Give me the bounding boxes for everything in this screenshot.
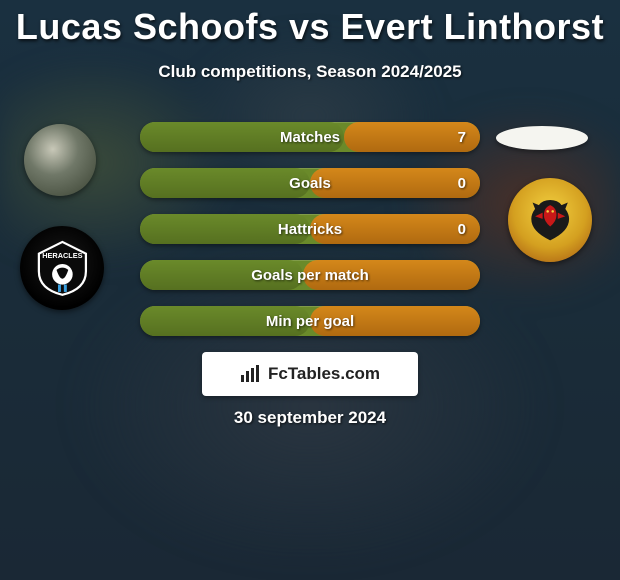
svg-text:HERACLES: HERACLES	[42, 251, 82, 260]
stat-right-value: 0	[458, 175, 466, 192]
stat-label: Goals	[289, 175, 331, 192]
stat-label: Hattricks	[278, 221, 342, 238]
stat-left-fill	[140, 168, 310, 198]
stat-label: Goals per match	[251, 267, 369, 284]
stat-row-min-per-goal: Min per goal	[140, 306, 480, 336]
stat-row-goals: Goals 0	[140, 168, 480, 198]
chart-bars-icon	[240, 365, 262, 383]
heracles-crest-icon: HERACLES	[33, 239, 92, 298]
stat-row-matches: Matches 7	[140, 122, 480, 152]
go-ahead-eagles-crest-icon	[525, 195, 575, 245]
stats-container: Matches 7 Goals 0 Hattricks 0 Goals per …	[140, 122, 480, 352]
club-right-badge	[508, 178, 592, 262]
player-left-avatar	[24, 124, 96, 196]
branding-text: FcTables.com	[268, 364, 380, 384]
stat-right-value: 0	[458, 221, 466, 238]
stat-row-goals-per-match: Goals per match	[140, 260, 480, 290]
club-left-badge: HERACLES	[20, 226, 104, 310]
branding-badge: FcTables.com	[202, 352, 418, 396]
page-subtitle: Club competitions, Season 2024/2025	[0, 62, 620, 82]
content-wrapper: Lucas Schoofs vs Evert Linthorst Club co…	[0, 0, 620, 580]
player-right-avatar	[496, 126, 588, 150]
footer-date: 30 september 2024	[0, 408, 620, 428]
stat-label: Min per goal	[266, 313, 354, 330]
stat-row-hattricks: Hattricks 0	[140, 214, 480, 244]
stat-right-value: 7	[458, 129, 466, 146]
stat-label: Matches	[280, 129, 340, 146]
stat-right-fill	[310, 168, 480, 198]
page-title: Lucas Schoofs vs Evert Linthorst	[0, 0, 620, 48]
